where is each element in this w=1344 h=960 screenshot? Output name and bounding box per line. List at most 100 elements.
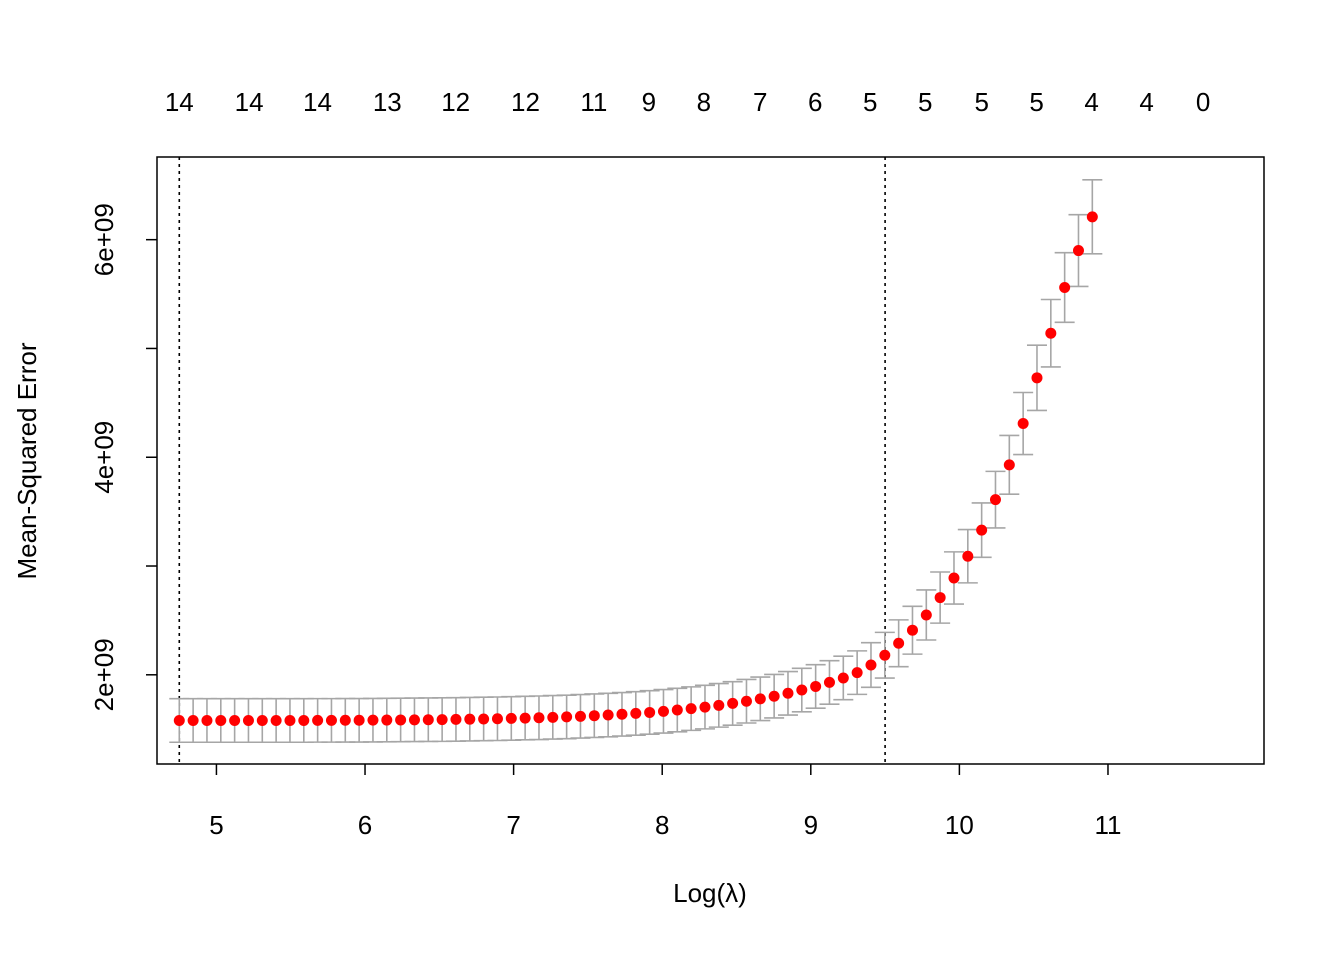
mse-point xyxy=(256,714,268,726)
top-axis-label: 5 xyxy=(918,87,932,117)
top-axis-label: 8 xyxy=(697,87,711,117)
x-tick-label: 6 xyxy=(358,810,372,840)
top-axis-label: 14 xyxy=(303,87,332,117)
mse-point xyxy=(505,712,517,724)
mse-point xyxy=(381,714,393,726)
mse-point xyxy=(851,667,863,679)
mse-point xyxy=(865,659,877,671)
x-tick-label: 7 xyxy=(506,810,520,840)
mse-point xyxy=(1045,327,1057,339)
mse-point xyxy=(962,550,974,562)
mse-point xyxy=(242,714,254,726)
mse-point xyxy=(422,714,434,726)
mse-point xyxy=(630,707,642,719)
mse-point xyxy=(879,649,891,661)
mse-point xyxy=(173,714,185,726)
top-axis-label: 5 xyxy=(1029,87,1043,117)
error-bars xyxy=(169,179,1103,744)
mse-point xyxy=(588,710,600,722)
top-axis-label: 0 xyxy=(1196,87,1210,117)
mse-point xyxy=(989,494,1001,506)
mse-point xyxy=(561,711,573,723)
mse-point xyxy=(810,680,822,692)
mse-point xyxy=(893,637,905,649)
mse-point xyxy=(229,714,241,726)
mse-point xyxy=(408,714,420,726)
mse-point xyxy=(1003,459,1015,471)
mse-point xyxy=(768,690,780,702)
mse-point xyxy=(1072,245,1084,257)
mse-point xyxy=(284,714,296,726)
mse-point xyxy=(727,697,739,709)
mse-point xyxy=(367,714,379,726)
mse-point xyxy=(533,712,545,724)
top-axis-label: 9 xyxy=(642,87,656,117)
x-tick-label: 9 xyxy=(804,810,818,840)
top-axis-label: 4 xyxy=(1139,87,1153,117)
y-axis: 2e+09 4e+09 6e+09 xyxy=(89,203,157,711)
data-points xyxy=(173,211,1098,726)
top-axis-label: 13 xyxy=(373,87,402,117)
top-axis-nonzero-counts: 14 14 14 13 12 12 11 9 8 7 6 5 5 5 5 4 4 0 xyxy=(165,87,1210,117)
mse-point xyxy=(325,714,337,726)
mse-point xyxy=(740,695,752,707)
mse-point xyxy=(519,712,531,724)
mse-point xyxy=(671,704,683,716)
mse-point xyxy=(976,524,988,536)
top-axis-label: 5 xyxy=(863,87,877,117)
y-axis-label: Mean-Squared Error xyxy=(12,342,42,579)
x-tick-label: 11 xyxy=(1094,810,1121,840)
mse-point xyxy=(312,714,324,726)
mse-point xyxy=(602,709,614,721)
mse-point xyxy=(1031,372,1043,384)
top-axis-label: 4 xyxy=(1084,87,1098,117)
mse-point xyxy=(699,701,711,713)
mse-point xyxy=(395,714,407,726)
x-axis-label: Log(λ) xyxy=(673,878,747,908)
mse-point xyxy=(450,713,462,725)
mse-point xyxy=(837,672,849,684)
x-tick-label: 5 xyxy=(209,810,223,840)
mse-point xyxy=(920,609,932,621)
y-tick-label: 2e+09 xyxy=(89,638,119,711)
mse-point xyxy=(948,572,960,584)
mse-point xyxy=(491,713,503,725)
mse-point xyxy=(796,684,808,696)
mse-point xyxy=(547,711,559,723)
mse-point xyxy=(713,699,725,711)
mse-point xyxy=(478,713,490,725)
mse-point xyxy=(298,714,310,726)
top-axis-label: 7 xyxy=(753,87,767,117)
top-axis-label: 6 xyxy=(808,87,822,117)
mse-point xyxy=(823,676,835,688)
y-tick-label: 4e+09 xyxy=(89,421,119,494)
mse-point xyxy=(436,714,448,726)
mse-point xyxy=(685,703,697,715)
mse-point xyxy=(201,714,213,726)
top-axis-label: 5 xyxy=(974,87,988,117)
mse-point xyxy=(215,714,227,726)
y-tick-label: 6e+09 xyxy=(89,203,119,276)
x-tick-label: 10 xyxy=(945,810,974,840)
mse-point xyxy=(464,713,476,725)
mse-point xyxy=(1059,282,1071,294)
mse-point xyxy=(574,710,586,722)
mse-point xyxy=(339,714,351,726)
x-axis: 5 6 7 8 9 10 11 xyxy=(209,764,1121,840)
mse-point xyxy=(1017,418,1029,430)
x-tick-label: 8 xyxy=(655,810,669,840)
mse-point xyxy=(782,687,794,699)
mse-point xyxy=(353,714,365,726)
plot-frame xyxy=(156,156,1265,765)
top-axis-label: 12 xyxy=(511,87,540,117)
reference-lines xyxy=(178,157,886,764)
mse-point xyxy=(657,705,669,717)
mse-point xyxy=(616,708,628,720)
mse-point xyxy=(270,714,282,726)
mse-point xyxy=(934,592,946,604)
mse-point xyxy=(1086,211,1098,223)
mse-point xyxy=(644,706,656,718)
mse-point xyxy=(906,624,918,636)
top-axis-label: 14 xyxy=(165,87,194,117)
